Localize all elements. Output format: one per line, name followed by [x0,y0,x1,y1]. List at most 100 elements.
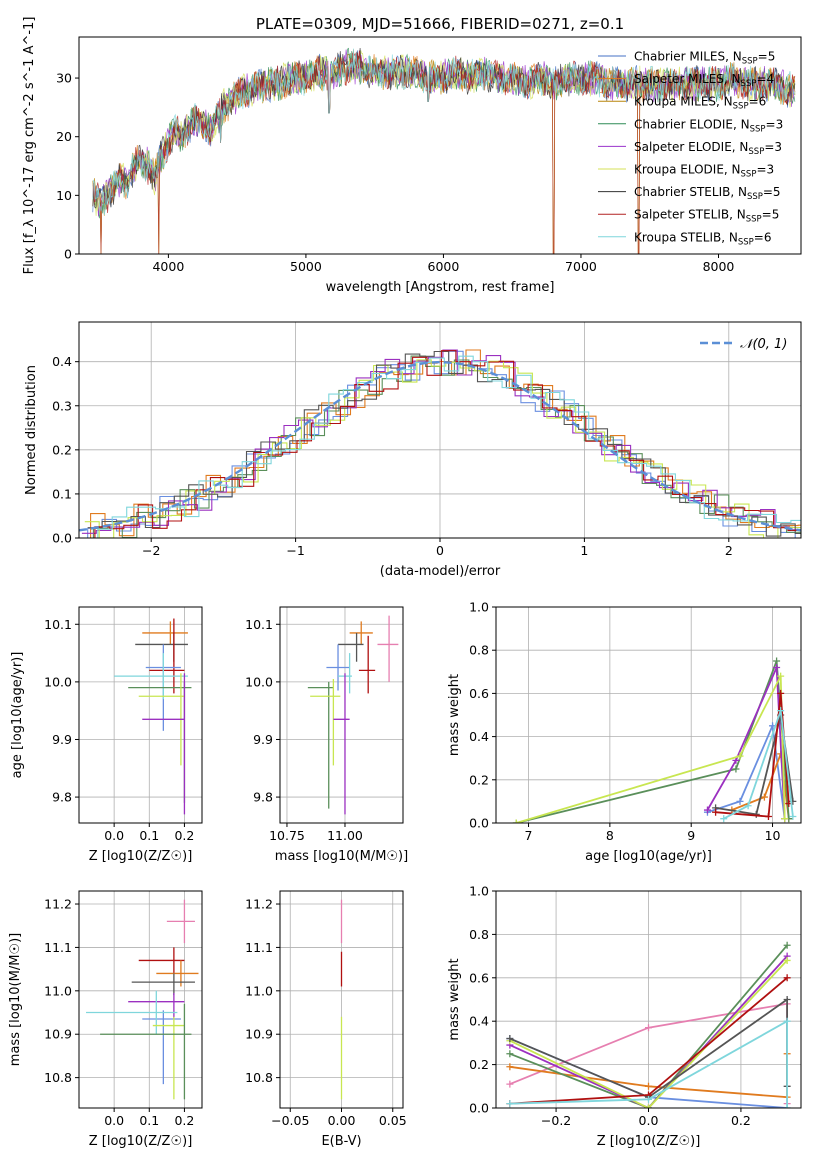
histogram-series [80,350,801,538]
weight-marker [645,1095,652,1103]
axes-frame [78,890,203,1109]
errorbar-point [358,635,376,694]
axes-frame [78,606,203,824]
x-tick-label: −0.05 [271,1113,309,1128]
weight-marker [783,1017,791,1025]
mass-vs-metallicity-panel: 0.0 0.1 0.2 10.8 10.9 11.0 11.1 11.2 Z [log10(Z/… [8,890,203,1149]
x-tick-label: 10.75 [269,828,305,843]
weight-marker [783,996,791,1003]
histogram-series [79,355,801,538]
weight-marker [744,802,752,810]
y-axis-label: mass weight [447,958,462,1040]
errorbar-point [135,632,188,662]
errorbar-point [142,621,188,645]
x-tick-label: 0.2 [174,828,194,843]
y-tick-label: 10.0 [245,674,273,689]
y-tick-label: 0.4 [469,729,489,744]
weight-series [703,663,789,823]
errorbar-point [128,681,192,803]
errorbar-point [138,947,185,974]
weight-marker [506,1100,514,1108]
errorbar-point [377,615,399,682]
x-tick-label: 0.0 [639,1113,659,1128]
y-tick-label: 1.0 [469,600,489,615]
y-tick-label: 0.6 [469,970,489,985]
y-axis-label: mass [log10(M/M☉)] [8,933,23,1066]
weight-series [506,1017,791,1108]
weight-series [512,672,789,823]
y-tick-label: 10 [56,188,72,203]
weight-marker [712,808,720,816]
weight-series-line [715,693,790,818]
errorbar-point [333,673,350,815]
legend-label: Salpeter ELODIE, NSSP=3 [634,140,782,157]
errorbar-point [149,618,185,694]
x-tick-label: 8 [606,828,614,843]
x-axis-label: mass [log10(M/M☉)] [275,849,408,864]
residuals-panel: −2 −1 0 1 2 0.0 0.1 0.2 0.3 0.4 (data-model)/error… [24,321,802,579]
y-tick-label: 10.0 [44,674,72,689]
weight-marker [773,663,781,671]
residual-legend: 𝒩(0, 1) [700,337,787,352]
age-vs-mass-panel: 10.75 11.00 9.8 9.9 10.0 10.1 mass [log10(M/M☉… [245,606,408,864]
x-tick-label: 0.2 [731,1113,751,1128]
errorbar-point [166,899,195,944]
y-tick-label: 30 [56,71,72,86]
y-tick-label: 0.8 [469,643,489,658]
legend-label: Chabrier STELIB, NSSP=5 [634,185,781,202]
y-tick-label: 11.1 [245,940,273,955]
y-axis-label: Flux [f_λ 10^-17 erg cm^-2 s^-1 A^-1] [22,17,37,275]
weight-series-line [706,667,786,819]
weight-marker [506,1063,514,1071]
weight-marker [512,819,520,823]
histogram-series [81,349,801,534]
y-tick-label: 0.6 [469,686,489,701]
weight-marker [783,956,791,964]
x-tick-label: −0.2 [541,1113,571,1128]
weight-series-line [509,955,788,1108]
errorbar-point [310,679,341,766]
weight-marker [645,1024,652,1032]
legend-label: Salpeter STELIB, NSSP=5 [634,208,779,225]
errorbar-point [114,653,188,700]
x-axis-label: age [log10(age/yr)] [585,849,712,864]
weight-marker [777,707,785,715]
y-tick-label: 9.9 [52,732,72,747]
x-tick-label: 6000 [428,259,460,274]
weight-marker [752,810,760,818]
y-tick-label: 0.4 [52,354,72,369]
weight-marker [645,1082,652,1090]
y-tick-label: 0.2 [52,442,72,457]
x-tick-label: 0.00 [328,1113,356,1128]
y-tick-label: 10.8 [44,1070,72,1085]
y-tick-label: 0.0 [469,1101,489,1116]
plot-area [307,615,399,815]
weight-marker [736,752,744,760]
y-tick-label: 20 [56,129,72,144]
weight-series [720,707,797,823]
plot-area [92,47,796,254]
x-tick-label: 8000 [703,259,735,274]
histogram-series [83,355,801,538]
mass-weight-vs-age-panel: 7 8 9 10 0.0 0.2 0.4 0.6 0.8 1.0 age [log10(age/yr… [447,600,802,864]
y-tick-label: 0.4 [469,1014,489,1029]
x-tick-label: 9 [687,828,695,843]
x-tick-label: −2 [142,543,160,558]
weight-marker [777,672,785,680]
weight-marker [736,797,744,805]
y-tick-label: 9.8 [253,790,273,805]
legend-label: Chabrier ELODIE, NSSP=3 [634,117,783,134]
legend-label: Kroupa STELIB, NSSP=6 [634,230,772,247]
x-tick-label: 0.1 [139,828,159,843]
x-tick-label: 10 [765,828,781,843]
x-tick-label: 5000 [290,259,322,274]
legend-label: Kroupa MILES, NSSP=6 [634,95,766,112]
weight-marker [773,657,781,665]
errorbar-point [307,681,334,809]
y-tick-label: 11.1 [44,940,72,955]
weight-series-line [509,944,788,1108]
x-tick-label: 1 [580,543,588,558]
x-axis-label: (data-model)/error [380,564,501,579]
weight-marker [645,1104,652,1108]
y-tick-label: 9.9 [253,732,273,747]
